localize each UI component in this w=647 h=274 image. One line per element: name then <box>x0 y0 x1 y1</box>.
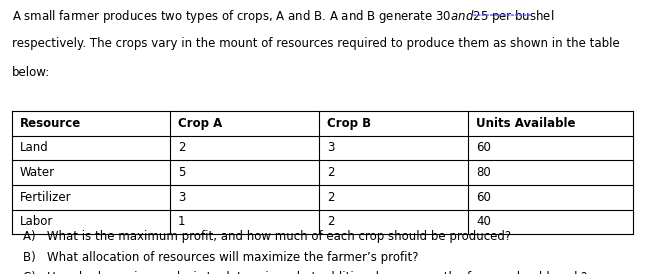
Text: 2: 2 <box>178 141 185 155</box>
Text: below:: below: <box>12 66 50 79</box>
Text: C)   Use shadow price analysis to determine what additional resources the farmer: C) Use shadow price analysis to determin… <box>23 271 587 274</box>
Text: Units Available: Units Available <box>476 117 575 130</box>
Text: Crop B: Crop B <box>327 117 371 130</box>
Text: 80: 80 <box>476 166 490 179</box>
Text: 60: 60 <box>476 191 491 204</box>
Text: 2: 2 <box>327 191 334 204</box>
Text: 2: 2 <box>327 166 334 179</box>
Text: Land: Land <box>19 141 48 155</box>
Text: 3: 3 <box>178 191 185 204</box>
Text: 1: 1 <box>178 215 185 229</box>
Text: 3: 3 <box>327 141 334 155</box>
Text: 5: 5 <box>178 166 185 179</box>
Text: Fertilizer: Fertilizer <box>19 191 71 204</box>
Text: Resource: Resource <box>19 117 81 130</box>
Text: Water: Water <box>19 166 54 179</box>
Text: 40: 40 <box>476 215 491 229</box>
Text: A)   What is the maximum profit, and how much of each crop should be produced?: A) What is the maximum profit, and how m… <box>23 230 510 243</box>
Text: B)   What allocation of resources will maximize the farmer’s profit?: B) What allocation of resources will max… <box>23 251 418 264</box>
Text: Crop A: Crop A <box>178 117 222 130</box>
Text: 60: 60 <box>476 141 491 155</box>
Text: A small farmer produces two types of crops, A and B. A and B generate $30 and $2: A small farmer produces two types of cro… <box>12 8 554 25</box>
Text: respectively. The crops vary in the mount of resources required to produce them : respectively. The crops vary in the moun… <box>12 37 619 50</box>
Text: 2: 2 <box>327 215 334 229</box>
Text: Labor: Labor <box>19 215 53 229</box>
